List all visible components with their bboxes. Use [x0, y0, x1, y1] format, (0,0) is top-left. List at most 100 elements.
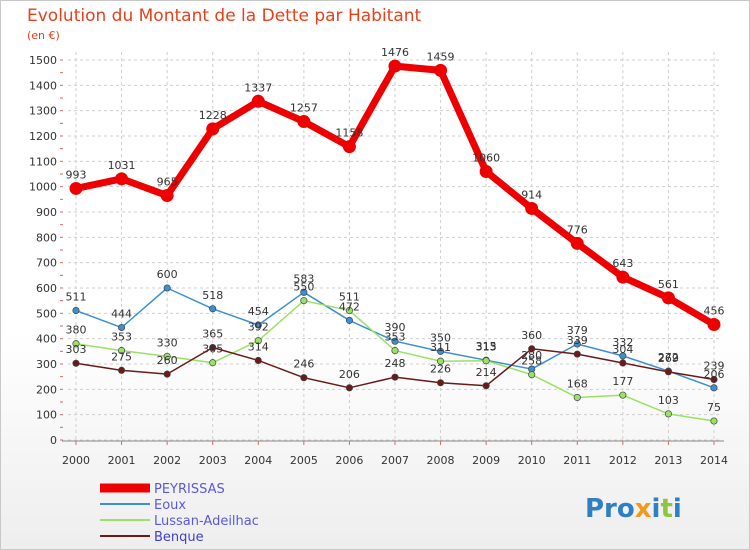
x-tick-label: 2014: [700, 454, 728, 467]
data-point: [254, 337, 262, 345]
data-label: 269: [658, 352, 679, 365]
data-point: [300, 297, 308, 305]
y-tick-label: 1500: [29, 54, 57, 67]
data-label: 776: [567, 223, 588, 236]
data-point: [437, 357, 445, 365]
data-point: [710, 384, 718, 392]
legend-label: Benque: [154, 530, 204, 545]
data-point: [437, 379, 445, 387]
data-label: 1031: [108, 159, 136, 172]
data-point: [206, 122, 220, 136]
data-label: 511: [66, 291, 87, 304]
x-tick-label: 2010: [518, 454, 546, 467]
y-tick-label: 700: [36, 257, 57, 270]
data-point: [163, 284, 171, 292]
data-point: [616, 270, 630, 284]
data-point: [69, 181, 83, 195]
x-tick-label: 2006: [335, 454, 363, 467]
data-label: 365: [202, 328, 223, 341]
y-tick-label: 0: [50, 434, 57, 447]
y-tick-label: 600: [36, 282, 57, 295]
data-label: 248: [384, 357, 405, 370]
data-label: 214: [476, 366, 497, 379]
data-point: [160, 189, 174, 203]
y-tick-label: 1100: [29, 155, 57, 168]
data-label: 1257: [290, 102, 318, 115]
x-tick-label: 2001: [108, 454, 136, 467]
data-label: 600: [157, 268, 178, 281]
data-label: 1158: [335, 127, 363, 140]
data-point: [345, 306, 353, 315]
data-point: [254, 356, 262, 365]
data-point: [710, 417, 718, 425]
data-point: [300, 374, 308, 382]
y-tick-label: 1400: [29, 79, 57, 92]
x-tick-label: 2005: [290, 454, 318, 467]
data-point: [528, 371, 536, 379]
data-point: [573, 340, 581, 348]
data-label: 226: [430, 363, 451, 376]
data-label: 1337: [244, 81, 272, 94]
data-label: 330: [157, 336, 178, 349]
data-label: 313: [476, 341, 497, 354]
data-label: 518: [202, 289, 223, 302]
data-label: 305: [202, 343, 223, 356]
data-point: [209, 343, 217, 352]
data-label: 444: [111, 308, 132, 321]
data-label: 353: [111, 331, 132, 344]
data-label: 332: [612, 336, 633, 349]
data-point: [573, 350, 581, 358]
data-labels: 511 444 600 518 454 583 472 390 350 315 280 379 332 2…: [66, 46, 725, 414]
data-point: [300, 288, 308, 296]
chart-subtitle: (en €): [27, 29, 60, 42]
data-label: 314: [248, 340, 269, 353]
data-point: [391, 373, 399, 381]
data-point: [664, 368, 672, 376]
data-label: 280: [521, 349, 542, 362]
data-point: [619, 352, 627, 360]
data-label: 339: [567, 334, 588, 347]
data-label: 258: [521, 355, 542, 368]
data-point: [254, 321, 262, 329]
data-point: [209, 359, 217, 367]
y-tick-label: 300: [36, 358, 57, 371]
data-point: [570, 236, 584, 250]
data-point: [482, 357, 490, 365]
data-point: [345, 384, 353, 392]
data-point: [118, 323, 126, 332]
y-tick-label: 400: [36, 333, 57, 346]
data-label: 583: [293, 272, 314, 285]
data-label: 511: [339, 291, 360, 304]
y-tick-label: 900: [36, 206, 57, 219]
data-point: [661, 291, 675, 305]
data-point: [525, 201, 539, 215]
y-tick-label: 1200: [29, 130, 57, 143]
data-point: [115, 172, 129, 186]
data-label: 1060: [472, 151, 500, 164]
data-label: 472: [339, 300, 360, 313]
data-point: [619, 391, 627, 399]
data-label: 272: [658, 351, 679, 364]
data-label: 360: [521, 329, 542, 342]
data-label: 168: [567, 377, 588, 390]
data-label: 643: [612, 257, 633, 270]
data-point: [707, 317, 721, 331]
data-label: 75: [707, 401, 721, 414]
x-tick-label: 2004: [244, 454, 272, 467]
data-label: 206: [703, 368, 724, 381]
data-label: 456: [703, 304, 724, 317]
x-tick-label: 2013: [654, 454, 682, 467]
data-point: [710, 375, 718, 384]
data-point: [72, 340, 80, 348]
y-tick-label: 200: [36, 383, 57, 396]
legend-label: Lussan-Adeilhac: [154, 514, 259, 529]
data-point: [251, 94, 265, 108]
chart-title: Evolution du Montant de la Dette par Hab…: [27, 6, 422, 26]
data-label: 392: [248, 321, 269, 334]
y-tick-label: 1300: [29, 105, 57, 118]
x-tick-label: 2002: [153, 454, 181, 467]
data-point: [118, 347, 126, 355]
data-point: [72, 306, 80, 315]
x-tick-label: 2007: [381, 454, 409, 467]
